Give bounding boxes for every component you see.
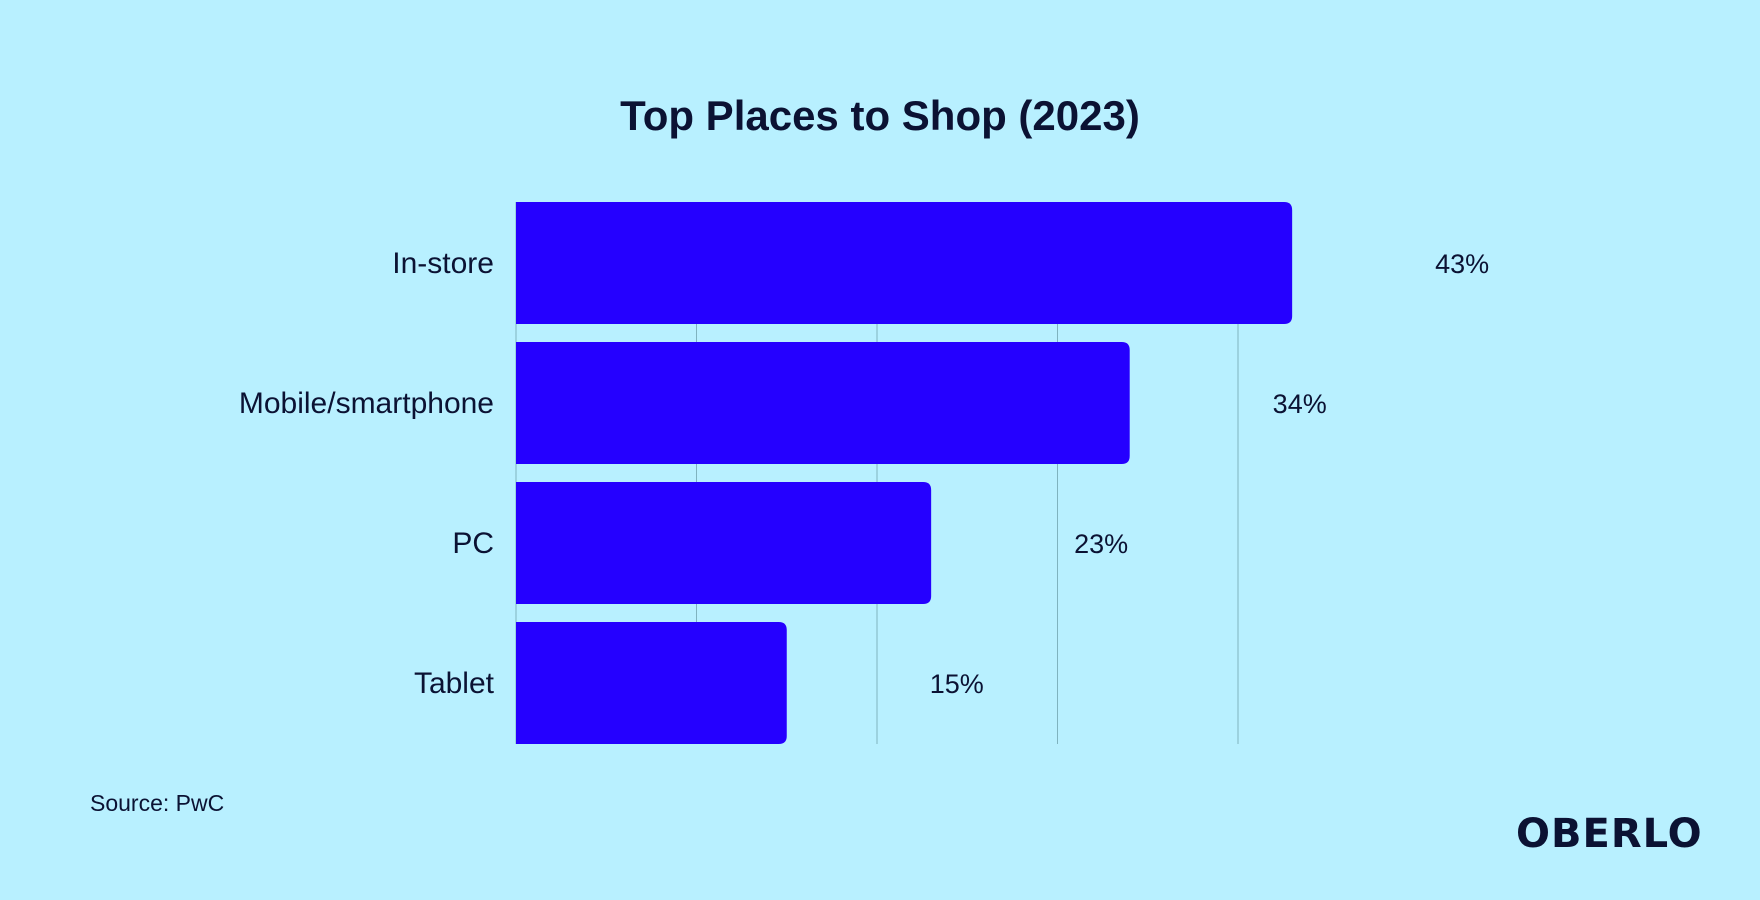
category-label: Mobile/smartphone [239, 387, 494, 420]
category-label: PC [452, 527, 494, 560]
value-label: 23% [1074, 529, 1128, 559]
chart-title: Top Places to Shop (2023) [620, 92, 1140, 139]
category-label: In-store [392, 247, 494, 280]
value-label: 34% [1273, 389, 1327, 419]
value-label: 43% [1435, 249, 1489, 279]
category-label: Tablet [414, 667, 495, 700]
value-label: 15% [930, 669, 984, 699]
source-note: Source: PwC [90, 790, 225, 816]
bar [516, 342, 1130, 464]
bar [516, 202, 1293, 324]
bar [516, 482, 932, 604]
brand-logo: OBERLO [1516, 811, 1703, 857]
bar [516, 622, 787, 744]
